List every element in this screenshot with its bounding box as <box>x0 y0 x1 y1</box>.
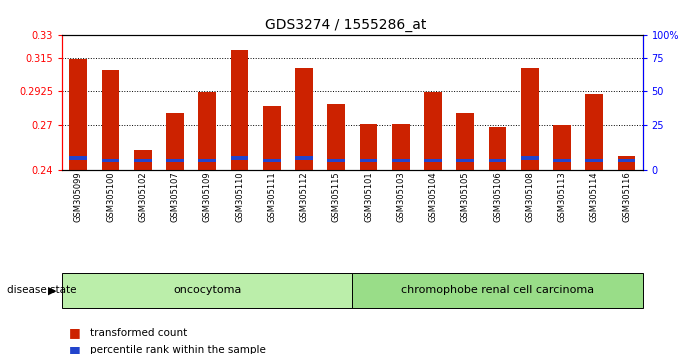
Bar <box>424 162 442 170</box>
Text: percentile rank within the sample: percentile rank within the sample <box>90 346 266 354</box>
Bar <box>328 104 346 159</box>
Bar <box>69 58 87 156</box>
Bar <box>618 162 636 170</box>
Bar <box>102 70 120 159</box>
Bar <box>263 105 281 159</box>
Bar <box>618 156 636 159</box>
Bar <box>198 92 216 159</box>
Bar <box>489 162 507 170</box>
Bar <box>359 162 377 170</box>
Bar <box>231 160 249 170</box>
Bar <box>521 156 539 160</box>
Bar <box>69 156 87 160</box>
Bar <box>198 159 216 162</box>
Bar <box>134 150 152 159</box>
Bar <box>231 156 249 160</box>
Bar <box>553 125 571 159</box>
Bar <box>231 50 249 156</box>
Bar <box>424 159 442 162</box>
Bar <box>166 159 184 162</box>
Bar <box>295 160 313 170</box>
Bar <box>456 162 474 170</box>
Text: ■: ■ <box>69 326 81 339</box>
Bar <box>166 113 184 159</box>
Text: GDS3274 / 1555286_at: GDS3274 / 1555286_at <box>265 18 426 32</box>
Bar <box>392 162 410 170</box>
Text: transformed count: transformed count <box>90 328 187 338</box>
Bar <box>102 162 120 170</box>
Bar <box>521 160 539 170</box>
Bar <box>263 162 281 170</box>
Bar <box>392 124 410 159</box>
Bar <box>553 162 571 170</box>
Bar <box>166 162 184 170</box>
Bar <box>456 113 474 159</box>
Bar <box>585 94 603 159</box>
Bar <box>585 159 603 162</box>
Bar <box>553 159 571 162</box>
Bar <box>489 159 507 162</box>
Bar <box>198 162 216 170</box>
Bar <box>424 92 442 159</box>
Bar <box>392 159 410 162</box>
Bar <box>69 160 87 170</box>
Bar <box>295 68 313 156</box>
Bar <box>618 159 636 162</box>
Bar <box>456 159 474 162</box>
Bar <box>134 159 152 162</box>
Bar <box>263 159 281 162</box>
Text: ■: ■ <box>69 344 81 354</box>
Text: disease state: disease state <box>7 285 77 295</box>
Bar <box>585 162 603 170</box>
Bar <box>295 156 313 160</box>
Text: ▶: ▶ <box>48 285 56 295</box>
Bar <box>489 127 507 159</box>
Bar <box>102 159 120 162</box>
Bar <box>134 162 152 170</box>
Text: oncocytoma: oncocytoma <box>173 285 241 295</box>
Bar <box>359 159 377 162</box>
Text: chromophobe renal cell carcinoma: chromophobe renal cell carcinoma <box>401 285 594 295</box>
Bar <box>328 162 346 170</box>
Bar <box>328 159 346 162</box>
Bar <box>521 68 539 156</box>
Bar <box>359 124 377 159</box>
